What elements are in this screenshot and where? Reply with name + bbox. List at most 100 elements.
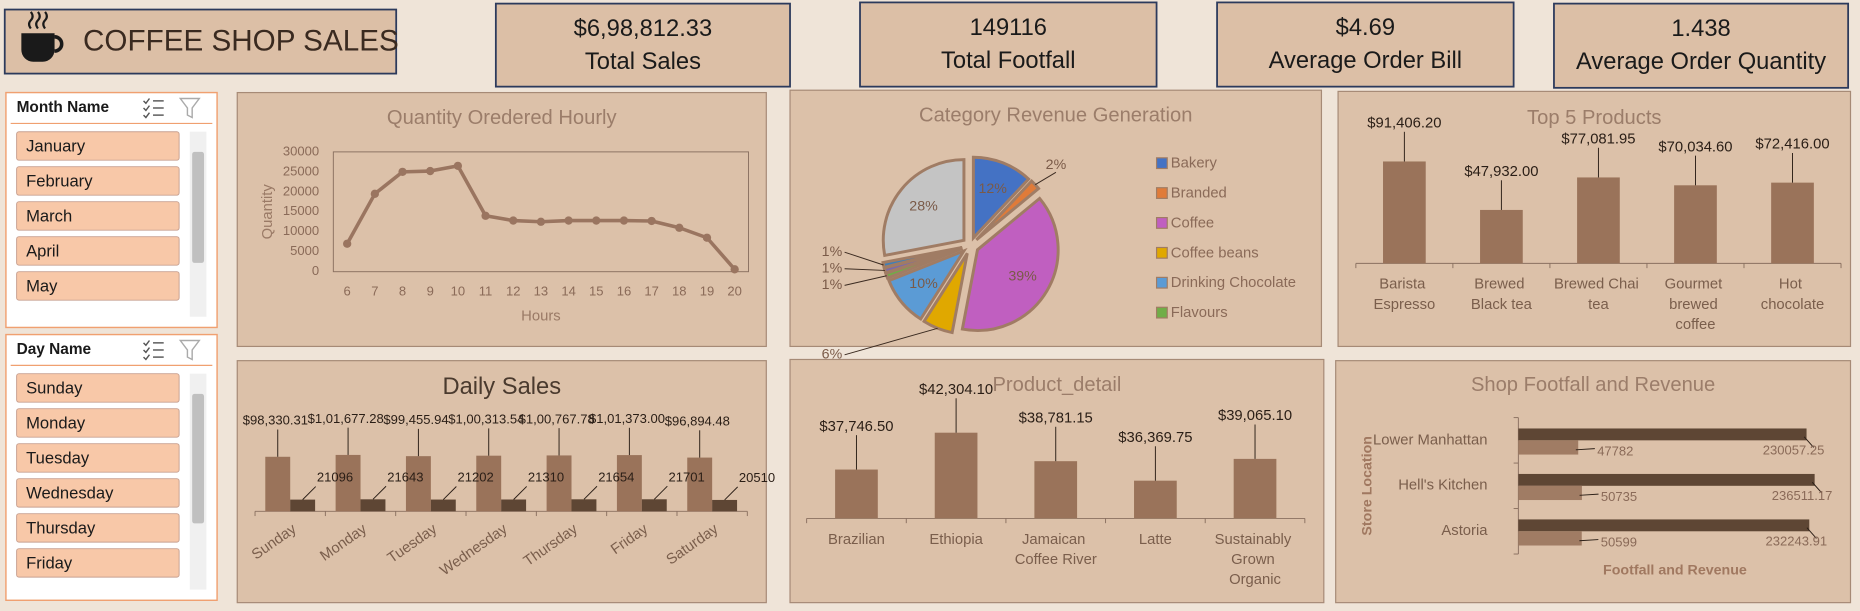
data-label: $99,455.94 bbox=[383, 412, 448, 427]
label-leader bbox=[844, 327, 938, 356]
kpi-value: 1.438 bbox=[1671, 16, 1730, 42]
slicer-item[interactable] bbox=[16, 236, 180, 266]
kpi-label: Total Sales bbox=[585, 49, 701, 75]
chart-title: Daily Sales bbox=[442, 374, 561, 400]
slicer-item-label[interactable]: Monday bbox=[26, 414, 86, 433]
pie-slice bbox=[881, 158, 966, 258]
bar bbox=[1518, 440, 1579, 455]
bar bbox=[1518, 428, 1807, 441]
slicer-item[interactable] bbox=[16, 131, 180, 161]
label-line: Organic bbox=[1229, 572, 1281, 588]
x-tick-label: Jamaican Coffee River bbox=[1015, 532, 1097, 568]
data-label: 21701 bbox=[669, 469, 705, 484]
data-point bbox=[536, 217, 546, 226]
slicer-item[interactable] bbox=[16, 201, 180, 231]
legend-swatch bbox=[1155, 246, 1168, 259]
kpi-label: Total Footfall bbox=[941, 48, 1075, 74]
y-tick-label: Hell's Kitchen bbox=[1398, 478, 1487, 494]
data-label: $39,065.10 bbox=[1218, 408, 1292, 424]
data-point bbox=[481, 211, 490, 220]
data-point bbox=[675, 223, 684, 232]
x-tick-label: 16 bbox=[617, 283, 631, 298]
label-line: Hot bbox=[1779, 277, 1806, 293]
bar bbox=[712, 499, 738, 512]
steam bbox=[28, 11, 48, 30]
slicer-item[interactable] bbox=[16, 513, 180, 543]
label-leader bbox=[844, 275, 887, 286]
y-tick-label: 30000 bbox=[283, 143, 319, 158]
legend-swatch bbox=[1155, 306, 1168, 319]
label-line: Gourmet bbox=[1665, 277, 1727, 293]
data-point bbox=[564, 216, 573, 225]
cup-icon bbox=[21, 11, 64, 62]
slicer-item-label[interactable]: Friday bbox=[26, 553, 73, 572]
slicer-item-label[interactable]: Wednesday bbox=[26, 484, 114, 503]
legend-label: Branded bbox=[1171, 186, 1227, 202]
bar bbox=[1134, 480, 1177, 519]
data-label: $1,01,677.28 bbox=[308, 411, 384, 426]
y-tick-label: 15000 bbox=[283, 203, 319, 218]
chart-panel bbox=[236, 360, 767, 604]
legend-label: Coffee beans bbox=[1171, 245, 1259, 261]
multi-select-icon[interactable] bbox=[143, 98, 164, 119]
x-tick-label: Latte bbox=[1139, 532, 1172, 548]
bar bbox=[835, 469, 878, 519]
slicer-item[interactable] bbox=[16, 166, 180, 196]
data-label: 236511.17 bbox=[1772, 488, 1833, 503]
label-leader bbox=[1034, 171, 1057, 186]
data-label: $72,416.00 bbox=[1755, 137, 1829, 153]
data-label: 21654 bbox=[598, 469, 634, 484]
icon-check bbox=[143, 98, 151, 105]
x-tick-label: 11 bbox=[479, 283, 493, 298]
label-line: Brewed Chai bbox=[1554, 277, 1643, 293]
data-label: 21310 bbox=[528, 470, 564, 485]
label-line: brewed bbox=[1669, 297, 1722, 313]
data-label: $91,406.20 bbox=[1367, 115, 1441, 131]
x-tick-label: 10 bbox=[451, 283, 466, 298]
bar bbox=[1674, 185, 1717, 264]
bar bbox=[1518, 531, 1582, 546]
chart-title: Category Revenue Generation bbox=[919, 105, 1192, 127]
data-label: $38,781.15 bbox=[1019, 410, 1093, 426]
slicer-item[interactable] bbox=[16, 373, 180, 403]
slicer-item[interactable] bbox=[16, 271, 180, 301]
data-point bbox=[730, 265, 739, 274]
data-point bbox=[370, 189, 379, 198]
slicer-item-label[interactable]: April bbox=[26, 242, 59, 261]
scroll-thumb[interactable] bbox=[192, 393, 205, 524]
slicer-item-label[interactable]: March bbox=[26, 207, 72, 226]
clear-filter-icon[interactable] bbox=[178, 339, 201, 361]
chart-title: Shop Footfall and Revenue bbox=[1471, 374, 1715, 396]
slicer-item[interactable] bbox=[16, 548, 180, 578]
x-axis-label: Footfall and Revenue bbox=[1603, 562, 1747, 578]
slicer-item-label[interactable]: Thursday bbox=[26, 518, 96, 537]
data-label: 230057.25 bbox=[1763, 442, 1825, 457]
slicer-item-label[interactable]: January bbox=[26, 137, 86, 156]
slicer-item-label[interactable]: Tuesday bbox=[26, 449, 90, 468]
data-label: 20510 bbox=[739, 470, 775, 485]
data-label: 50599 bbox=[1601, 535, 1637, 550]
data-point bbox=[592, 216, 601, 225]
x-tick-label: Brewed Chai tea bbox=[1554, 277, 1643, 313]
clear-filter-icon[interactable] bbox=[178, 97, 201, 119]
y-tick-label: Astoria bbox=[1441, 523, 1488, 539]
scroll-thumb[interactable] bbox=[192, 151, 205, 263]
label-line: Grown bbox=[1231, 552, 1279, 568]
data-label: $37,746.50 bbox=[819, 419, 893, 435]
data-label: $1,01,373.00 bbox=[589, 411, 665, 426]
slicer-item[interactable] bbox=[16, 443, 180, 473]
kpi-value: $4.69 bbox=[1336, 15, 1395, 41]
pie-slice bbox=[960, 196, 1060, 332]
x-axis-label: Hours bbox=[521, 309, 561, 325]
bar bbox=[1233, 458, 1277, 519]
label-line: Black tea bbox=[1471, 297, 1533, 313]
y-tick-label: 20000 bbox=[283, 183, 319, 198]
pie-label: 1% bbox=[822, 244, 843, 260]
slicer-item-label[interactable]: February bbox=[26, 172, 93, 191]
slicer-item[interactable] bbox=[16, 408, 180, 438]
slicer-item-label[interactable]: Sunday bbox=[26, 379, 83, 398]
data-label: $70,034.60 bbox=[1658, 139, 1732, 155]
multi-select-icon[interactable] bbox=[143, 340, 164, 361]
slicer-item[interactable] bbox=[16, 478, 180, 508]
slicer-item-label[interactable]: May bbox=[26, 277, 58, 296]
